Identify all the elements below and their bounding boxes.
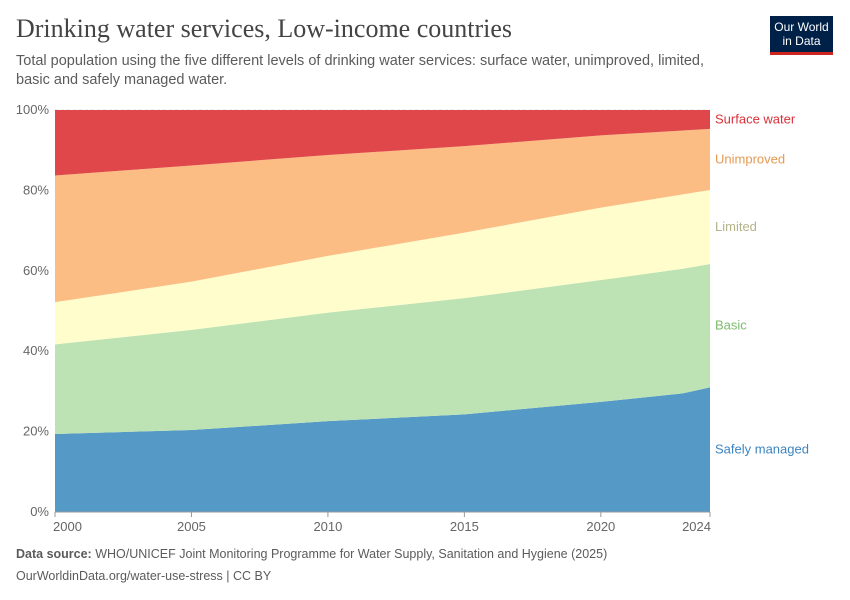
series-label: Unimproved [715,151,785,166]
area-surface-water [55,110,710,176]
chart-subtitle: Total population using the five differen… [16,53,705,88]
footer-url[interactable]: OurWorldinData.org/water-use-stress | CC… [16,569,272,583]
area-limited [55,189,710,345]
owid-logo[interactable]: Our World in Data [770,16,833,55]
y-tick-label: 20% [23,424,49,439]
y-tick-label: 0% [30,504,49,519]
y-tick-label: 100% [16,102,50,117]
x-tick-label: 2024 [682,519,711,534]
chart-title: Drinking water services, Low-income coun… [16,14,513,43]
x-tick-label: 2000 [53,519,82,534]
y-tick-label: 80% [23,182,49,197]
x-tick-label: 2020 [586,519,615,534]
series-label: Limited [715,219,757,234]
data-source: Data source: WHO/UNICEF Joint Monitoring… [16,547,607,561]
series-label: Surface water [715,111,796,126]
area-safely-managed [55,387,710,512]
x-tick-label: 2010 [313,519,342,534]
series-label: Safely managed [715,442,809,457]
series-label: Basic [715,318,747,333]
area-basic [55,263,710,435]
y-tick-label: 60% [23,263,49,278]
source-label: Data source: [16,547,92,561]
area-unimproved [55,128,710,303]
y-tick-label: 40% [23,343,49,358]
x-tick-label: 2015 [450,519,479,534]
source-text[interactable]: WHO/UNICEF Joint Monitoring Programme fo… [95,547,608,561]
x-tick-label: 2005 [177,519,206,534]
